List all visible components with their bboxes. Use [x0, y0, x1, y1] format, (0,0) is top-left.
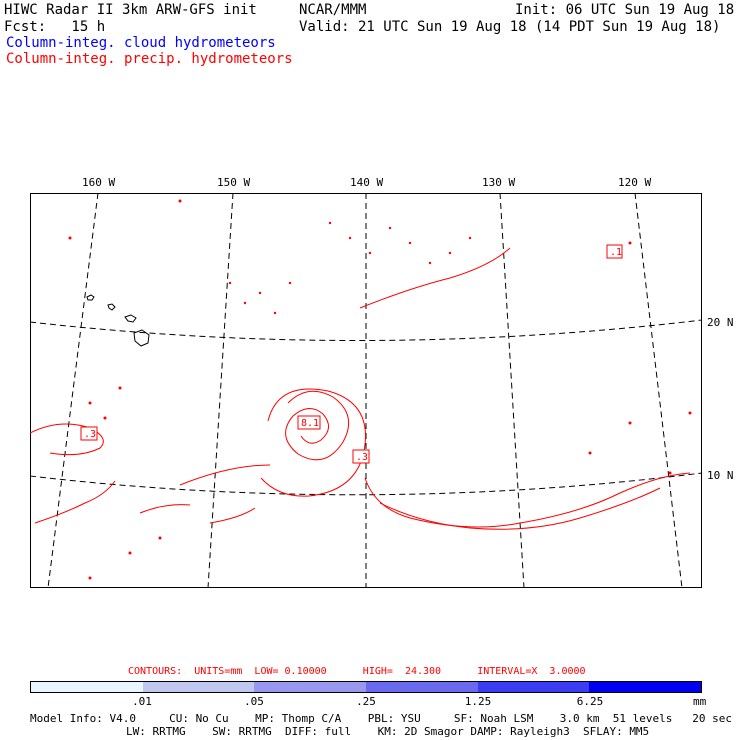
colorbar-segment-1 [142, 682, 255, 692]
dot [118, 386, 122, 390]
meridian-120w [634, 193, 683, 588]
subtropical-line [359, 247, 511, 309]
colorbar-tick-2: .25 [356, 695, 376, 708]
itcz-west-2 [34, 480, 116, 524]
dot [368, 251, 372, 255]
max-box-west [80, 426, 98, 441]
dot [88, 576, 92, 580]
max-label-west: .3 [84, 429, 96, 440]
dot [588, 451, 592, 455]
colorbar-segment-0 [31, 682, 143, 692]
dot [428, 261, 432, 265]
lon-label-140w: 140 W [350, 176, 384, 189]
max-label-ne: .1 [610, 247, 622, 258]
dot [328, 221, 332, 225]
dot [258, 291, 262, 295]
colorbar-segment-5 [589, 682, 702, 692]
max-label-east: .3 [356, 452, 368, 463]
org-label: NCAR/MMM [299, 2, 367, 18]
dot [388, 226, 392, 230]
dot [88, 401, 92, 405]
lat-label-20n: 20 N [707, 316, 734, 329]
model-info-line1: Model Info: V4.0 CU: No Cu MP: Thomp C/A… [30, 712, 732, 725]
precip-legend: Column-integ. precip. hydrometeors [6, 51, 293, 67]
dot [628, 421, 632, 425]
island-maui [124, 314, 137, 323]
colorbar-unit: mm [693, 695, 707, 708]
dot [288, 281, 292, 285]
dot [158, 536, 162, 540]
dot [468, 236, 472, 240]
dot [273, 311, 277, 315]
island-kauai [86, 294, 95, 301]
lat-label-10n: 10 N [707, 469, 734, 482]
hawaii-islands [86, 294, 150, 347]
contour-info: CONTOURS: UNITS=mm LOW= 0.10000 HIGH= 24… [128, 666, 586, 677]
colorbar-tick-0: .01 [132, 695, 152, 708]
colorbar [30, 681, 702, 693]
meridian-160w [47, 193, 99, 588]
dot [408, 241, 412, 245]
dot [128, 551, 132, 555]
precip-field [30, 247, 691, 530]
dot [668, 471, 672, 475]
itcz-west [30, 423, 104, 456]
island-big [133, 329, 150, 347]
colorbar-tick-1: .05 [244, 695, 264, 708]
colorbar-tick-3: 1.25 [464, 695, 492, 708]
valid-time: Valid: 21 UTC Sun 19 Aug 18 (14 PDT Sun … [299, 19, 721, 35]
init-time: Init: 06 UTC Sun 19 Aug 18 [515, 2, 735, 18]
dot [68, 236, 72, 240]
lon-label-160w: 160 W [82, 176, 116, 189]
dot [103, 416, 107, 420]
graticule [30, 193, 702, 588]
max-label-hurricane: 8.1 [301, 418, 319, 429]
colorbar-segment-4 [477, 682, 590, 692]
precip-dots [68, 199, 692, 580]
island-oahu [107, 303, 116, 311]
max-labels: 8.1 .3 .3 .1 [80, 244, 623, 464]
map-panel: 8.1 .3 .3 .1 [30, 193, 702, 588]
itcz-band [139, 464, 271, 524]
max-box-ne [606, 244, 623, 259]
dot [448, 251, 452, 255]
hurricane-spiral [285, 390, 350, 461]
dot [228, 281, 232, 285]
max-box-hurricane [297, 415, 321, 430]
max-box-east [352, 449, 370, 464]
forecast-hour: Fcst: 15 h [4, 19, 106, 35]
meridian-150w [207, 193, 234, 588]
lon-label-150w: 150 W [217, 176, 251, 189]
meridian-130w [499, 193, 525, 588]
rainband-south [364, 472, 691, 528]
lon-label-120w: 120 W [618, 176, 652, 189]
dot [628, 241, 632, 245]
colorbar-tick-4: 6.25 [576, 695, 604, 708]
title: HIWC Radar II 3km ARW-GFS init [4, 2, 257, 18]
dot [688, 411, 692, 415]
colorbar-segment-2 [254, 682, 367, 692]
model-info-line2: LW: RRTMG SW: RRTMG DIFF: full KM: 2D Sm… [126, 725, 650, 738]
cloud-legend: Column-integ. cloud hydrometeors [6, 35, 276, 51]
dot [178, 199, 182, 203]
lon-label-130w: 130 W [482, 176, 516, 189]
colorbar-segment-3 [366, 682, 478, 692]
parallel-20n [30, 319, 702, 341]
dot [243, 301, 247, 305]
rainband-south-2 [379, 487, 661, 530]
dot [348, 236, 352, 240]
parallel-10n [30, 472, 702, 496]
